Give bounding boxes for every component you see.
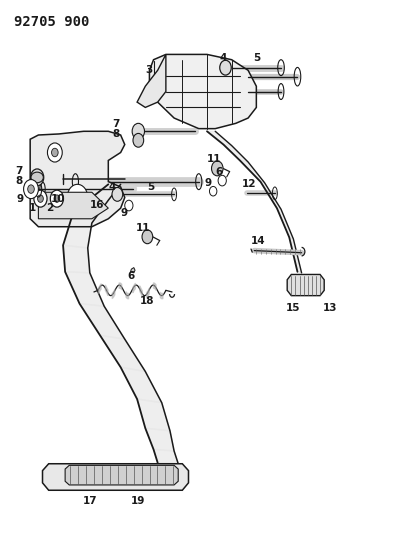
Circle shape [219, 60, 231, 75]
Polygon shape [276, 208, 293, 239]
Polygon shape [206, 131, 231, 146]
Polygon shape [65, 272, 104, 306]
Circle shape [124, 200, 133, 211]
Circle shape [50, 190, 63, 207]
Circle shape [218, 175, 226, 186]
Text: 11: 11 [206, 155, 220, 164]
Circle shape [34, 190, 47, 207]
Circle shape [112, 188, 122, 201]
Text: 10: 10 [51, 193, 65, 204]
Polygon shape [63, 245, 90, 273]
Circle shape [24, 180, 38, 199]
Polygon shape [30, 131, 124, 227]
Circle shape [47, 143, 62, 162]
Text: 12: 12 [241, 179, 256, 189]
Polygon shape [38, 192, 108, 219]
Polygon shape [79, 304, 124, 339]
Polygon shape [63, 219, 92, 248]
Text: 15: 15 [285, 303, 300, 313]
Text: 92705 900: 92705 900 [14, 14, 89, 29]
Polygon shape [137, 54, 166, 108]
Polygon shape [289, 237, 301, 273]
Text: 9: 9 [120, 208, 127, 219]
Text: 2: 2 [46, 203, 53, 213]
Circle shape [38, 195, 43, 203]
Polygon shape [137, 399, 170, 431]
Text: 6: 6 [215, 167, 223, 176]
Text: 18: 18 [140, 296, 154, 306]
Text: 16: 16 [89, 200, 104, 210]
Polygon shape [92, 184, 120, 200]
Polygon shape [100, 335, 145, 372]
Circle shape [52, 148, 58, 157]
Text: 14: 14 [250, 236, 265, 246]
Circle shape [132, 123, 144, 139]
Text: 5: 5 [253, 53, 260, 63]
Polygon shape [43, 464, 188, 490]
Polygon shape [130, 268, 135, 273]
Circle shape [142, 230, 152, 244]
Polygon shape [71, 198, 108, 223]
Polygon shape [153, 449, 178, 464]
Polygon shape [239, 160, 264, 183]
Text: 8: 8 [112, 129, 119, 139]
Text: 7: 7 [112, 119, 119, 130]
Text: 19: 19 [131, 496, 145, 506]
Text: 11: 11 [136, 223, 150, 233]
Text: 4: 4 [109, 182, 116, 192]
Text: 9: 9 [16, 193, 24, 204]
Circle shape [54, 195, 59, 203]
Polygon shape [149, 54, 256, 128]
Text: 7: 7 [15, 166, 23, 176]
Text: 17: 17 [82, 496, 97, 506]
Text: 5: 5 [147, 182, 154, 192]
Circle shape [211, 161, 223, 176]
Text: 4: 4 [219, 53, 227, 63]
Circle shape [67, 184, 88, 211]
Polygon shape [65, 465, 178, 485]
Circle shape [31, 169, 44, 186]
Text: 13: 13 [322, 303, 337, 313]
Circle shape [28, 185, 34, 193]
Circle shape [209, 187, 216, 196]
Polygon shape [223, 144, 247, 162]
Text: 1: 1 [28, 203, 36, 213]
Polygon shape [120, 367, 161, 403]
Circle shape [133, 133, 143, 147]
Ellipse shape [31, 172, 43, 183]
Polygon shape [145, 428, 174, 451]
Polygon shape [260, 182, 280, 209]
Text: 9: 9 [204, 178, 211, 188]
Polygon shape [287, 274, 323, 296]
Text: 6: 6 [127, 271, 134, 281]
Text: 3: 3 [145, 66, 153, 75]
Text: 8: 8 [15, 175, 23, 185]
